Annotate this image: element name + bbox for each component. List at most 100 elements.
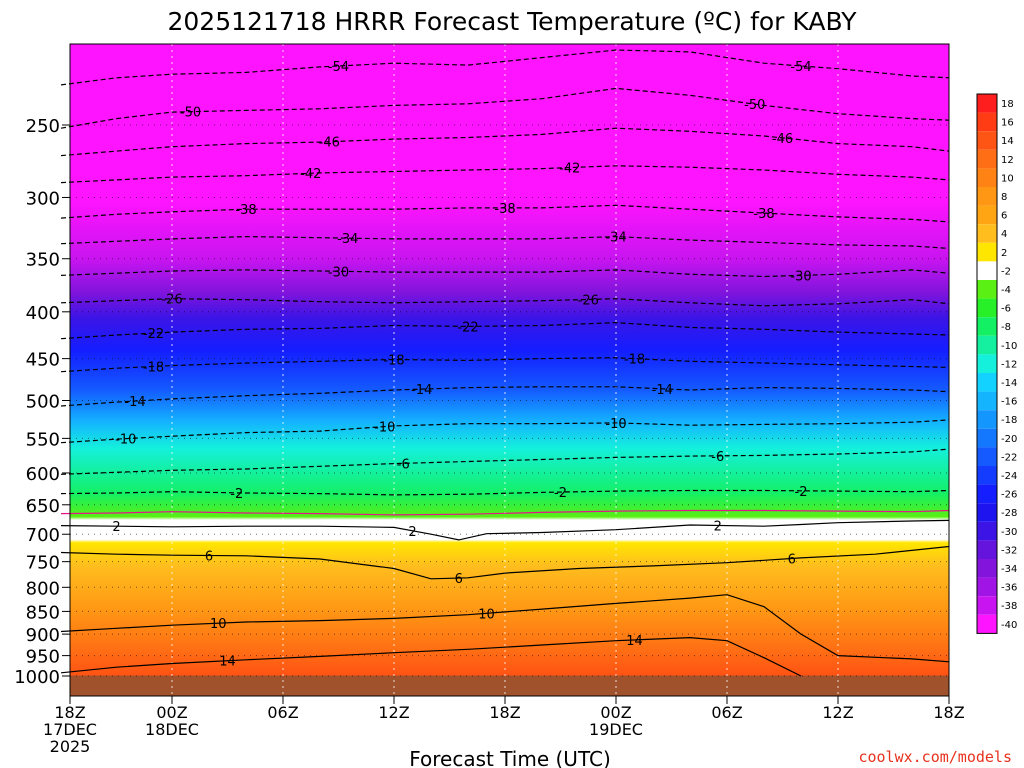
temperature-field xyxy=(70,44,949,696)
colorbar-label: -26 xyxy=(1001,490,1017,501)
isotherm-label: 2 xyxy=(112,520,120,535)
plot-frame xyxy=(69,43,950,697)
y-tick-label: 650 xyxy=(26,496,60,517)
colorbar-label: -38 xyxy=(1001,601,1017,612)
isotherm-label: -26 xyxy=(161,293,182,308)
y-tick-label: 450 xyxy=(26,350,60,371)
colorbar-swatch xyxy=(977,280,997,299)
colorbar-label: -36 xyxy=(1001,583,1017,594)
isotherm-label: -18 xyxy=(143,360,164,375)
isotherm-label: -50 xyxy=(180,106,201,121)
y-axis: 2503003504004505005506006507007508008509… xyxy=(14,116,70,688)
isotherm-label: -2 xyxy=(554,486,567,501)
colorbar-swatch xyxy=(977,242,997,262)
isotherm-label: -22 xyxy=(143,327,164,342)
isotherm-label: 2 xyxy=(408,525,416,540)
isotherm-label: -50 xyxy=(744,98,765,113)
isotherm-line xyxy=(60,204,950,223)
isotherm-label: 14 xyxy=(626,634,643,649)
isotherm-line xyxy=(60,87,950,129)
isotherm-label: -38 xyxy=(494,202,515,217)
isotherm-line xyxy=(60,321,950,340)
colorbar-swatch xyxy=(977,559,997,578)
isotherm-line xyxy=(60,269,950,278)
x-tick-label: 18Z xyxy=(54,703,85,722)
y-tick-label: 1000 xyxy=(14,667,60,688)
colorbar-label: -22 xyxy=(1001,452,1017,463)
x-axis-label: Forecast Time (UTC) xyxy=(409,747,611,768)
isotherm-label: -46 xyxy=(772,132,793,147)
colorbar-frame xyxy=(976,93,998,634)
freezing-line xyxy=(60,509,950,516)
colorbar-swatch xyxy=(977,484,997,504)
x-tick-label: 2025 xyxy=(50,737,91,756)
colorbar-swatch xyxy=(977,261,997,280)
y-tick-label: 850 xyxy=(26,602,60,623)
y-tick-label: 950 xyxy=(26,647,60,668)
y-tick-label: 250 xyxy=(26,116,60,137)
colorbar-label: -6 xyxy=(1001,304,1011,315)
colorbar-swatch xyxy=(977,373,997,392)
colorbar-label: -2 xyxy=(1001,266,1011,277)
isotherm-label: -54 xyxy=(328,60,349,75)
isotherm-label: -26 xyxy=(578,293,599,308)
terrain-strip xyxy=(70,675,949,696)
colorbar-swatch xyxy=(977,596,997,615)
x-tick-label: 06Z xyxy=(267,703,298,722)
colorbar-label: -34 xyxy=(1001,564,1017,575)
isotherm-line xyxy=(60,298,950,307)
colorbar-label: 18 xyxy=(1001,99,1014,110)
isotherm-line xyxy=(60,357,950,373)
colorbar-label: 6 xyxy=(1001,211,1007,222)
colorbar-label: -32 xyxy=(1001,545,1017,556)
colorbar-swatch xyxy=(977,410,997,429)
isotherm-label: -14 xyxy=(411,383,432,398)
x-tick-label: 06Z xyxy=(711,703,742,722)
isotherm-label: -30 xyxy=(328,265,349,280)
colorbar-swatch xyxy=(977,391,997,411)
x-tick-label: 12Z xyxy=(378,703,409,722)
plot-area xyxy=(70,44,949,696)
colorbar-label: 2 xyxy=(1001,248,1007,259)
isotherm-label: -34 xyxy=(337,232,358,247)
isotherm-line xyxy=(60,545,950,580)
isotherm-label: -10 xyxy=(115,433,136,448)
isotherm-line xyxy=(60,419,950,444)
y-tick-label: 750 xyxy=(26,553,60,574)
colorbar-label: -18 xyxy=(1001,415,1017,426)
colorbar-swatch xyxy=(977,112,997,132)
isotherm-label: -18 xyxy=(383,354,404,369)
colorbar-label: 4 xyxy=(1001,229,1007,240)
y-tick-label: 550 xyxy=(26,429,60,450)
isotherm-layer: -54 -54 -50 -50 -46 -46 -42 -42 -38 -38 -38 -34 -34 -… xyxy=(60,49,950,677)
colorbar-label: 16 xyxy=(1001,118,1014,129)
colorbar-swatch xyxy=(977,521,997,541)
colorbar-swatch xyxy=(977,149,997,169)
isotherm-label: -34 xyxy=(605,231,626,246)
credit-text: coolwx.com/models xyxy=(858,748,1012,766)
colorbar-label: 8 xyxy=(1001,192,1007,203)
colorbar-swatch xyxy=(977,466,997,485)
isotherm-label: -22 xyxy=(457,320,478,335)
colorbar-label: 10 xyxy=(1001,173,1014,184)
isotherm-line xyxy=(60,127,950,157)
colorbar-label: -40 xyxy=(1001,620,1017,631)
isotherm-label: -54 xyxy=(790,60,811,75)
isotherm-line xyxy=(60,165,950,184)
colorbar-label: -24 xyxy=(1001,471,1017,482)
isotherm-line xyxy=(60,489,950,496)
x-tick-label: 18DEC xyxy=(145,720,199,739)
colorbar-swatch xyxy=(977,131,997,150)
y-tick-label: 600 xyxy=(26,464,60,485)
chart-title: 2025121718 HRRR Forecast Temperature (ºC… xyxy=(167,7,857,36)
isotherm-line xyxy=(60,448,950,475)
isotherm-label: -14 xyxy=(124,395,145,410)
isotherm-label: 6 xyxy=(788,553,796,568)
isotherm-label: -14 xyxy=(652,383,673,398)
colorbar-swatch xyxy=(977,428,997,448)
y-tick-label: 900 xyxy=(26,625,60,646)
colorbar-swatch xyxy=(977,577,997,597)
isotherm-label: -10 xyxy=(374,421,395,436)
